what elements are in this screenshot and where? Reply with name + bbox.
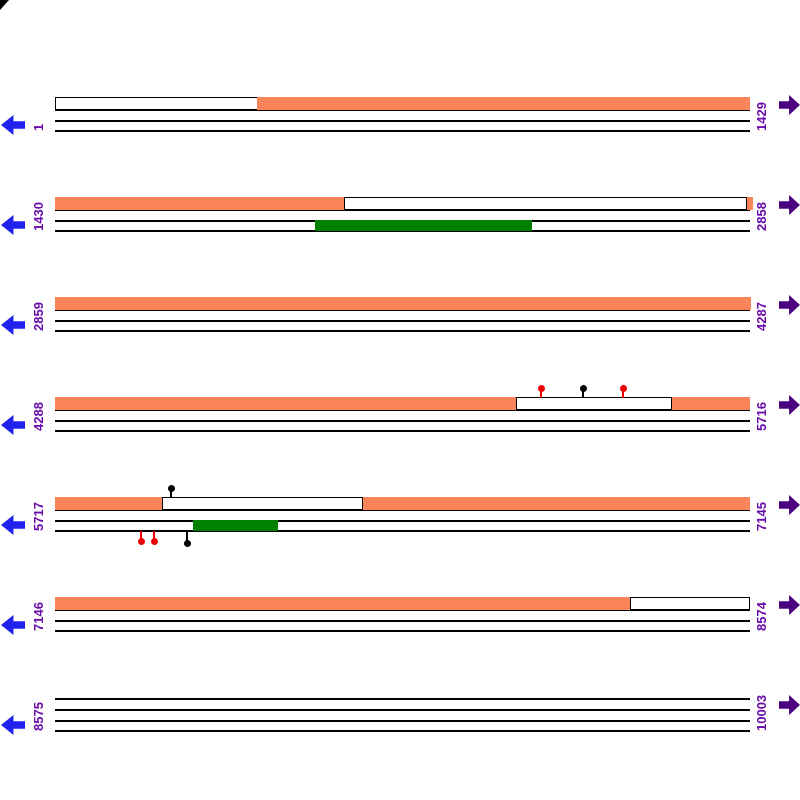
scroll-left-arrow[interactable] <box>1 315 25 335</box>
black-lollipop-marker[interactable] <box>579 384 587 392</box>
scroll-right-arrow[interactable] <box>779 495 800 515</box>
segment-start-label: 4288 <box>31 402 46 431</box>
black-lollipop-marker[interactable] <box>183 539 191 547</box>
strand-line <box>55 320 750 322</box>
lollipop-marker-stem <box>170 488 172 498</box>
segment-end-label: 1429 <box>754 102 769 131</box>
lollipop-marker-stem <box>622 388 624 398</box>
outlined-feature-box[interactable] <box>162 496 363 510</box>
strand-line <box>55 109 750 111</box>
orange-feature-bar[interactable] <box>363 497 750 510</box>
strand-line <box>55 509 750 511</box>
scroll-right-arrow[interactable] <box>779 395 800 415</box>
strand-line <box>55 130 750 132</box>
outlined-feature-box[interactable] <box>55 96 258 110</box>
lollipop-marker-stem <box>582 388 584 398</box>
strand-line <box>55 730 750 732</box>
scroll-left-arrow[interactable] <box>1 215 25 235</box>
segment-start-label: 7146 <box>31 602 46 631</box>
strand-line <box>55 530 750 532</box>
scroll-right-arrow[interactable] <box>779 695 800 715</box>
lollipop-marker-stem <box>540 388 542 398</box>
segment-end-label: 8574 <box>754 602 769 631</box>
green-feature-bar[interactable] <box>315 219 532 231</box>
strand-line <box>55 330 750 332</box>
scroll-right-arrow[interactable] <box>779 195 800 215</box>
orange-feature-bar[interactable] <box>55 597 630 610</box>
orange-feature-bar[interactable] <box>257 97 750 110</box>
strand-line <box>55 630 750 632</box>
scroll-right-arrow[interactable] <box>779 295 800 315</box>
strand-line <box>55 120 750 122</box>
scroll-left-arrow[interactable] <box>1 615 25 635</box>
strand-line <box>55 620 750 622</box>
lollipop-marker-stem <box>140 531 142 541</box>
segment-start-label: 2859 <box>31 302 46 331</box>
segment-start-label: 1 <box>31 123 46 131</box>
green-feature-bar[interactable] <box>193 519 278 531</box>
lollipop-marker-stem <box>153 531 155 541</box>
segment-end-label: 5716 <box>754 402 769 431</box>
strand-line <box>55 609 750 611</box>
outlined-feature-box[interactable] <box>630 596 750 610</box>
segment-end-label: 10003 <box>754 694 769 731</box>
scroll-right-arrow[interactable] <box>779 595 800 615</box>
red-lollipop-marker[interactable] <box>537 384 545 392</box>
strand-line <box>55 720 750 722</box>
segment-start-label: 5717 <box>31 502 46 531</box>
outlined-feature-box[interactable] <box>516 396 672 410</box>
scroll-left-arrow[interactable] <box>1 415 25 435</box>
black-lollipop-marker[interactable] <box>167 484 175 492</box>
segment-end-label: 2858 <box>754 202 769 231</box>
outlined-feature-box[interactable] <box>344 196 747 210</box>
orange-feature-bar[interactable] <box>55 297 751 310</box>
partial-corner-glyph <box>0 0 9 10</box>
red-lollipop-marker[interactable] <box>137 537 145 545</box>
strand-line <box>55 309 750 311</box>
strand-line <box>55 698 750 700</box>
scroll-left-arrow[interactable] <box>1 715 25 735</box>
strand-line <box>55 520 750 522</box>
strand-line <box>55 430 750 432</box>
segment-end-label: 7145 <box>754 502 769 531</box>
red-lollipop-marker[interactable] <box>150 537 158 545</box>
strand-line <box>55 709 750 711</box>
scroll-right-arrow[interactable] <box>779 95 800 115</box>
red-lollipop-marker[interactable] <box>619 384 627 392</box>
orange-feature-bar[interactable] <box>55 397 516 410</box>
scroll-left-arrow[interactable] <box>1 115 25 135</box>
orange-feature-bar[interactable] <box>672 397 750 410</box>
strand-line <box>55 409 750 411</box>
segment-start-label: 8575 <box>31 702 46 731</box>
scroll-left-arrow[interactable] <box>1 515 25 535</box>
segment-end-label: 4287 <box>754 302 769 331</box>
segment-start-label: 1430 <box>31 202 46 231</box>
orange-feature-bar[interactable] <box>747 197 753 210</box>
orange-feature-bar[interactable] <box>55 197 344 210</box>
strand-line <box>55 420 750 422</box>
orange-feature-bar[interactable] <box>55 497 162 510</box>
lollipop-marker-stem <box>186 531 188 543</box>
